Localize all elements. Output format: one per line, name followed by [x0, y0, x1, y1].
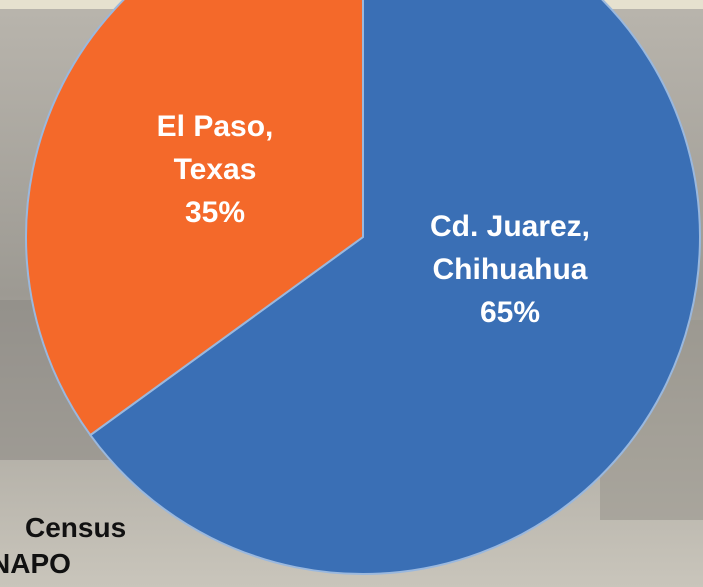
source: Census NAPO — [0, 510, 126, 582]
slice-label: El Paso, Texas 35% — [145, 105, 285, 234]
pie — [25, 0, 701, 575]
pie-slice — [88, 0, 701, 575]
category-label: Cd. Juarez, Chihuahua — [429, 210, 591, 286]
source-line: Census — [25, 512, 127, 543]
slice-label: Cd. Juarez, Chihuahua 65% — [405, 205, 615, 334]
value-label: 35% — [184, 196, 246, 229]
source-line: NAPO — [0, 548, 71, 579]
value-label: 65% — [479, 296, 541, 329]
category-label: El Paso, Texas — [156, 110, 274, 186]
pie-slice — [25, 0, 364, 437]
